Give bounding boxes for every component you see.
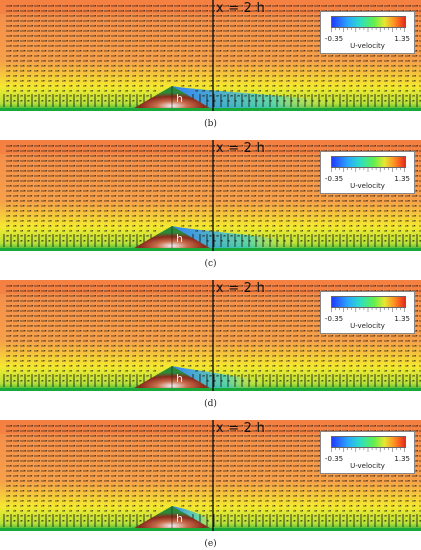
hill-height-label: h xyxy=(176,232,183,245)
color-legend: -0.35 1.35 U-velocity xyxy=(320,11,415,54)
hill-height-label: h xyxy=(176,92,183,105)
x-position-label: x = 2 h xyxy=(216,141,265,156)
near-wall-vectors xyxy=(3,514,418,527)
top-band xyxy=(0,420,421,434)
flow-field-plot xyxy=(0,140,421,251)
color-legend: -0.35 1.35 U-velocity xyxy=(320,151,415,194)
legend-color-bar xyxy=(331,156,406,168)
x-position-label: x = 2 h xyxy=(216,281,265,296)
top-band xyxy=(0,0,421,14)
recirculation-region xyxy=(172,226,300,248)
velocity-vectors xyxy=(6,284,421,382)
top-band xyxy=(0,280,421,294)
flow-field-plot xyxy=(0,420,421,531)
legend-ticks xyxy=(331,308,405,312)
hill-height-label: h xyxy=(176,372,183,385)
legend-min-value: -0.35 xyxy=(325,35,344,43)
legend-min-value: -0.35 xyxy=(325,175,344,183)
legend-max-value: 1.35 xyxy=(394,175,410,183)
panel-caption: (b) xyxy=(204,119,217,129)
color-legend: -0.35 1.35 U-velocity xyxy=(320,291,415,334)
legend-title: U-velocity xyxy=(350,322,385,330)
legend-title: U-velocity xyxy=(350,42,385,50)
panel-caption: (c) xyxy=(204,259,217,269)
legend-ticks xyxy=(331,28,405,32)
legend-title: U-velocity xyxy=(350,462,385,470)
ground xyxy=(0,388,421,391)
legend-ticks xyxy=(331,448,405,452)
legend-ticks xyxy=(331,168,405,172)
hill-height-label: h xyxy=(176,512,183,525)
legend-title: U-velocity xyxy=(350,182,385,190)
panel-caption: (d) xyxy=(204,399,217,409)
legend-color-bar xyxy=(331,16,406,28)
x-position-label: x = 2 h xyxy=(216,1,265,16)
legend-max-value: 1.35 xyxy=(394,455,410,463)
panel-caption: (e) xyxy=(204,539,217,549)
legend-min-value: -0.35 xyxy=(325,455,344,463)
x-position-label: x = 2 h xyxy=(216,421,265,436)
top-band xyxy=(0,140,421,154)
legend-max-value: 1.35 xyxy=(394,315,410,323)
flow-field-plot xyxy=(0,280,421,391)
legend-color-bar xyxy=(331,296,406,308)
ground xyxy=(0,248,421,251)
color-legend: -0.35 1.35 U-velocity xyxy=(320,431,415,474)
recirculation-region xyxy=(172,86,342,108)
ground xyxy=(0,108,421,111)
legend-min-value: -0.35 xyxy=(325,315,344,323)
legend-max-value: 1.35 xyxy=(394,35,410,43)
legend-color-bar xyxy=(331,436,406,448)
ground xyxy=(0,528,421,531)
